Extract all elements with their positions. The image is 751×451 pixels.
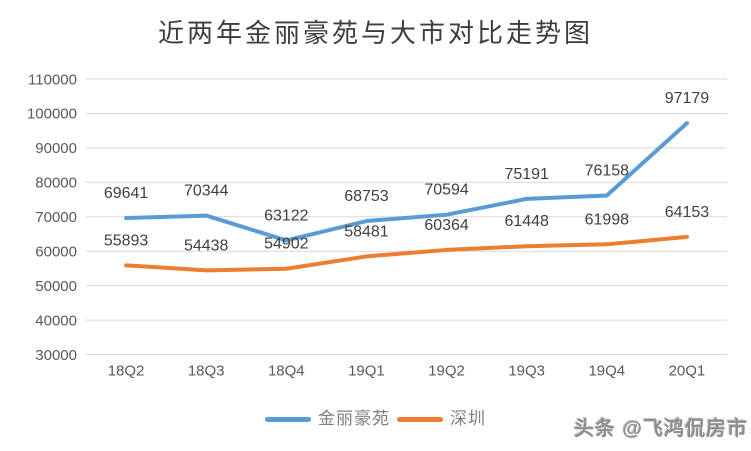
- data-label: 64153: [665, 204, 710, 221]
- data-label: 61998: [585, 211, 630, 228]
- x-axis-tick-label: 19Q3: [508, 363, 545, 380]
- x-axis-tick-label: 19Q2: [428, 363, 465, 380]
- watermark: 头条 @飞鸿侃房市: [573, 418, 748, 440]
- x-axis-tick-label: 18Q2: [108, 363, 145, 380]
- x-axis-tick-label: 19Q1: [348, 363, 385, 380]
- data-label: 70344: [184, 183, 229, 200]
- x-axis-tick-label: 20Q1: [669, 363, 706, 380]
- y-axis-tick-label: 30000: [35, 347, 77, 364]
- series-line: [124, 234, 689, 273]
- data-label: 55893: [104, 232, 149, 249]
- data-label: 63122: [264, 207, 309, 224]
- x-axis-tick-label: 18Q4: [268, 363, 305, 380]
- chart-title: 近两年金丽豪苑与大市对比走势图: [157, 19, 593, 49]
- y-axis-tick-label: 40000: [35, 312, 77, 329]
- data-label: 97179: [665, 90, 710, 107]
- y-axis-tick-label: 110000: [28, 71, 77, 88]
- legend-label-jinlihaoyuan: 金丽豪苑: [318, 409, 390, 429]
- data-label: 60364: [424, 217, 469, 234]
- data-label: 75191: [504, 166, 549, 183]
- data-label: 58481: [344, 223, 389, 240]
- data-label: 69641: [104, 185, 149, 202]
- data-label: 61448: [504, 213, 549, 230]
- data-label: 76158: [585, 163, 630, 180]
- y-axis-tick-label: 90000: [35, 140, 77, 157]
- y-axis-tick-label: 70000: [35, 209, 77, 226]
- legend: 金丽豪苑 深圳: [0, 411, 751, 428]
- legend-label-shenzhen: 深圳: [450, 409, 486, 429]
- data-label: 68753: [344, 188, 389, 205]
- y-axis-tick-label: 50000: [35, 278, 77, 295]
- legend-swatch-shenzhen: [397, 417, 443, 422]
- x-axis-tick-label: 18Q3: [188, 363, 225, 380]
- legend-swatch-jinlihaoyuan: [265, 417, 311, 422]
- data-label: 54438: [184, 237, 229, 254]
- x-axis-tick-label: 19Q4: [588, 363, 625, 380]
- data-label: 70594: [424, 182, 469, 199]
- data-label: 54902: [264, 236, 309, 253]
- y-axis-tick-label: 100000: [27, 106, 77, 123]
- y-axis-tick-label: 80000: [35, 175, 77, 192]
- y-axis-tick-label: 60000: [35, 243, 77, 260]
- series-line: [124, 121, 689, 243]
